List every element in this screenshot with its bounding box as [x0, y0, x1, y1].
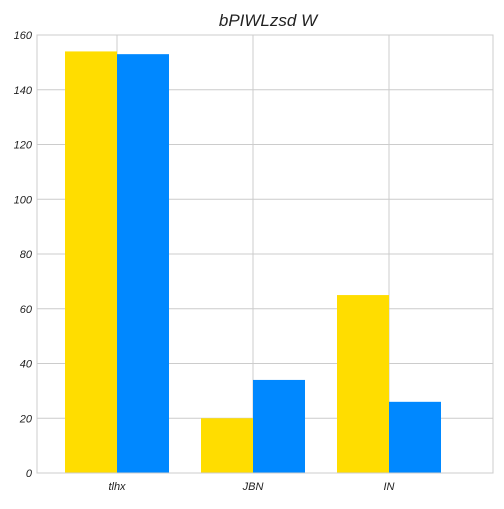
y-tick-label: 20 [19, 413, 33, 425]
bar-series-1 [65, 51, 117, 474]
x-tick-label: tlhx [108, 481, 126, 493]
bar-series-2 [117, 54, 169, 473]
y-tick-label: 160 [14, 30, 33, 42]
y-tick-label: 40 [20, 359, 33, 371]
y-tick-label: 80 [20, 249, 33, 261]
y-axis-ticks: 0 20 40 60 80 100 120 140 160 [14, 30, 33, 480]
y-tick-label: 120 [14, 140, 33, 152]
bar-series-1 [201, 418, 253, 473]
bar-series-1 [337, 295, 389, 473]
bars-layer [65, 51, 441, 474]
plot-frame [36, 34, 494, 474]
x-tick-label: JBN [242, 481, 264, 493]
y-tick-label: 60 [20, 304, 33, 316]
chart-title: bPIWLzsd W [219, 11, 319, 30]
y-tick-label: 100 [14, 194, 33, 206]
x-tick-label: IN [384, 481, 395, 493]
y-tick-label: 140 [14, 85, 33, 97]
bar-series-2 [253, 379, 305, 473]
y-tick-label: 0 [26, 468, 33, 480]
bar-series-2 [389, 401, 441, 473]
x-axis-ticks: tlhx JBN IN [108, 481, 394, 493]
